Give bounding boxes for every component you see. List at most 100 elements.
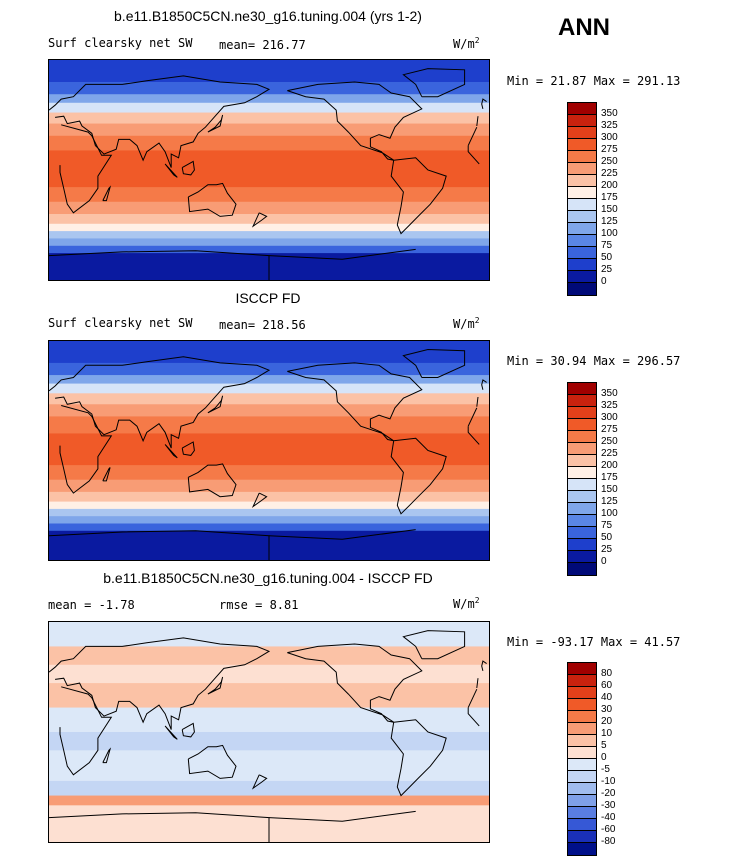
colorbar-tick-label: 225 bbox=[601, 448, 618, 459]
colorbar-tick-label: 350 bbox=[601, 108, 618, 119]
panel-3-units: W/m2 bbox=[453, 596, 480, 611]
colorbar-swatch bbox=[568, 103, 596, 115]
colorbar-tick-label: 60 bbox=[601, 680, 613, 691]
map-latitude-band bbox=[49, 501, 489, 510]
colorbar-swatch bbox=[568, 711, 596, 723]
coastline-outline bbox=[49, 250, 270, 280]
colorbar-tick-label: 0 bbox=[601, 276, 607, 287]
map-latitude-band bbox=[49, 362, 489, 376]
coastline-outline bbox=[49, 75, 271, 168]
map-latitude-band bbox=[49, 433, 489, 466]
colorbar-swatch bbox=[568, 699, 596, 711]
colorbar-tick-label: -80 bbox=[601, 836, 616, 847]
colorbar-swatch bbox=[568, 455, 596, 467]
map-latitude-band bbox=[49, 231, 489, 239]
coastline-outline bbox=[187, 182, 237, 217]
colorbar-swatch bbox=[568, 443, 596, 455]
coastline-outline bbox=[467, 407, 478, 427]
colorbar-tick-label: 350 bbox=[601, 388, 618, 399]
coastline-outline bbox=[102, 747, 112, 764]
colorbar-swatch bbox=[568, 771, 596, 783]
colorbar-swatch bbox=[568, 843, 596, 855]
coastline-outline bbox=[467, 707, 480, 727]
map-latitude-band bbox=[49, 750, 489, 782]
map-latitude-band bbox=[49, 187, 489, 203]
coastline-outline bbox=[268, 810, 416, 822]
map-latitude-band bbox=[49, 94, 489, 104]
coastline-outline bbox=[402, 348, 466, 378]
colorbar-tick-label: 10 bbox=[601, 728, 613, 739]
colorbar-tick-label: 325 bbox=[601, 400, 618, 411]
colorbar-swatch bbox=[568, 747, 596, 759]
map-latitude-band bbox=[49, 123, 489, 137]
coastline-outline bbox=[59, 405, 113, 494]
map-latitude-band bbox=[49, 238, 489, 247]
map-latitude-band bbox=[49, 341, 489, 364]
colorbar-swatches bbox=[567, 102, 597, 296]
coastline-outline bbox=[481, 379, 487, 390]
panel-3-minmax: Min = -93.17 Max = 41.57 bbox=[507, 635, 681, 649]
coastline-outline bbox=[181, 722, 195, 738]
season-label: ANN bbox=[558, 14, 610, 41]
colorbar-tick-label: 30 bbox=[601, 704, 613, 715]
panel-1-title: b.e11.B1850C5CN.ne30_g16.tuning.004 (yrs… bbox=[114, 8, 422, 24]
colorbar-tick-label: 150 bbox=[601, 484, 618, 495]
colorbar-tick-label: 175 bbox=[601, 192, 618, 203]
colorbar-swatch bbox=[568, 407, 596, 419]
map-latitude-band bbox=[49, 416, 489, 434]
colorbar-tick-label: 275 bbox=[601, 424, 618, 435]
map-latitude-band bbox=[49, 805, 489, 819]
coastline-outline bbox=[207, 395, 224, 414]
colorbar-tick-label: 225 bbox=[601, 168, 618, 179]
coastline-outline bbox=[467, 426, 480, 445]
colorbar-tick-label: 125 bbox=[601, 216, 618, 227]
colorbar-tick-label: -30 bbox=[601, 800, 616, 811]
colorbar-tick-label: -40 bbox=[601, 812, 616, 823]
colorbar-swatch bbox=[568, 431, 596, 443]
coastline-outline bbox=[164, 725, 178, 740]
map-latitude-band bbox=[49, 102, 489, 114]
colorbar-swatch bbox=[568, 491, 596, 503]
map-latitude-band bbox=[49, 112, 489, 125]
coastline-outline bbox=[268, 248, 416, 260]
panel-2-mean: mean= 218.56 bbox=[219, 318, 306, 332]
colorbar-swatch bbox=[568, 163, 596, 175]
map-latitude-band bbox=[49, 82, 489, 95]
panel-2-variable-label: Surf clearsky net SW bbox=[48, 316, 193, 330]
coastline-outline bbox=[467, 126, 478, 146]
colorbar-tick-label: 80 bbox=[601, 668, 613, 679]
map-latitude-band bbox=[49, 60, 489, 83]
coastline-outline bbox=[49, 812, 270, 842]
colorbar-swatches bbox=[567, 382, 597, 576]
map-latitude-band bbox=[49, 508, 489, 517]
map-latitude-band bbox=[49, 795, 489, 806]
map-latitude-band bbox=[49, 465, 489, 481]
colorbar-swatch bbox=[568, 675, 596, 687]
map-latitude-band bbox=[49, 383, 489, 394]
map-latitude-band bbox=[49, 479, 489, 493]
colorbar-swatch bbox=[568, 503, 596, 515]
coastline-outline bbox=[390, 437, 447, 515]
panel-3-map bbox=[48, 621, 490, 843]
map-latitude-band bbox=[49, 516, 489, 524]
colorbar-swatch bbox=[568, 515, 596, 527]
map-latitude-band bbox=[49, 780, 489, 797]
coastline-outline bbox=[251, 774, 268, 790]
map-latitude-band bbox=[49, 223, 489, 232]
colorbar-tick-label: 50 bbox=[601, 252, 613, 263]
coastline-outline bbox=[287, 81, 423, 161]
panel-3-title: b.e11.B1850C5CN.ne30_g16.tuning.004 - IS… bbox=[103, 570, 433, 586]
colorbar-tick-label: 40 bbox=[601, 692, 613, 703]
colorbar-tick-label: 25 bbox=[601, 544, 613, 555]
colorbar-swatch bbox=[568, 175, 596, 187]
panel-2-map bbox=[48, 340, 490, 561]
colorbar-tick-label: 50 bbox=[601, 532, 613, 543]
colorbar-swatch bbox=[568, 199, 596, 211]
panel-2-units: W/m2 bbox=[453, 316, 480, 331]
colorbar-swatch bbox=[568, 223, 596, 235]
coastline-outline bbox=[187, 744, 237, 779]
colorbar-tick-label: 175 bbox=[601, 472, 618, 483]
colorbar-tick-label: 0 bbox=[601, 556, 607, 567]
colorbar-swatch bbox=[568, 831, 596, 843]
panel-1-variable-label: Surf clearsky net SW bbox=[48, 36, 193, 50]
